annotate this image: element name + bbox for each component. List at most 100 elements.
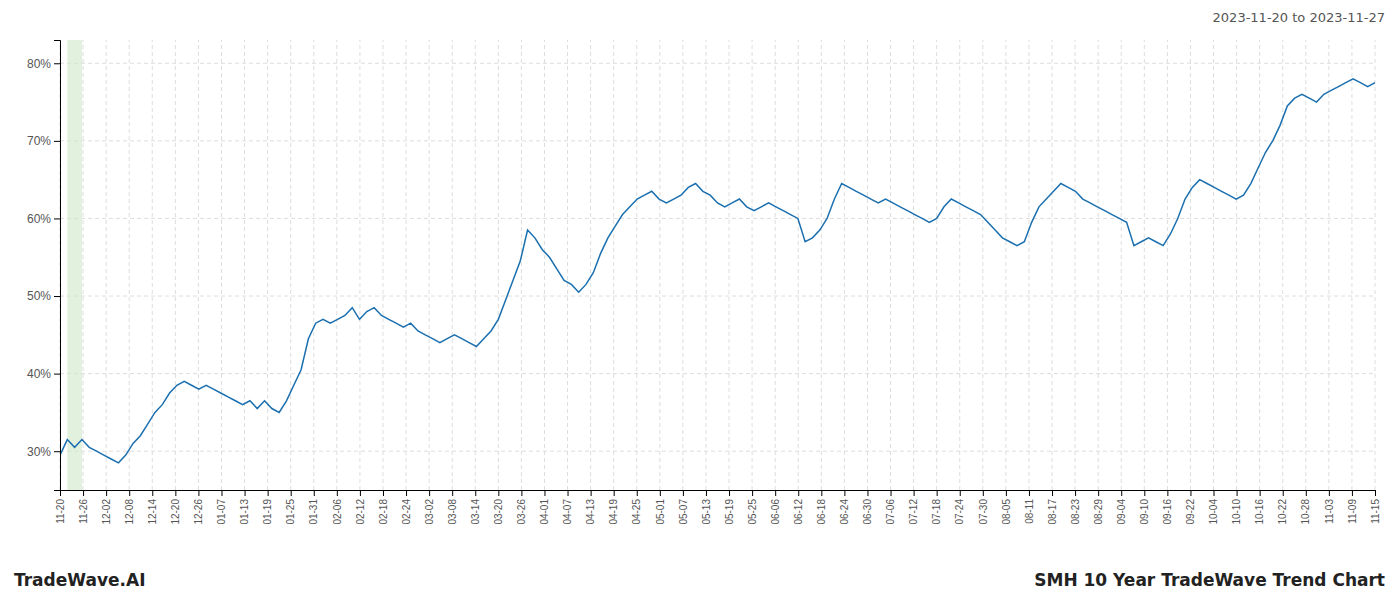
grid-line-x	[544, 40, 545, 490]
x-tick: 08-17	[1047, 490, 1058, 525]
grid	[60, 40, 1375, 490]
x-tick: 07-24	[954, 490, 965, 525]
x-tick: 09-10	[1139, 490, 1150, 525]
x-tick-mark	[129, 490, 130, 496]
grid-line-x	[590, 40, 591, 490]
x-tick-mark	[268, 490, 269, 496]
x-tick-label: 11-26	[78, 499, 89, 524]
x-tick: 04-07	[562, 490, 573, 525]
x-tick-mark	[752, 490, 753, 496]
y-tick: 50%	[27, 289, 60, 303]
grid-line-x	[1305, 40, 1306, 490]
x-tick-mark	[106, 490, 107, 496]
x-tick-label: 10-04	[1208, 499, 1219, 525]
x-tick-label: 04-01	[539, 499, 550, 525]
x-tick: 08-05	[1001, 490, 1012, 525]
grid-line-x	[636, 40, 637, 490]
x-tick-label: 05-13	[701, 499, 712, 525]
grid-line-y	[60, 296, 1375, 297]
x-tick-mark	[1375, 490, 1376, 496]
x-tick-mark	[568, 490, 569, 496]
x-tick: 07-06	[885, 490, 896, 525]
grid-line-x	[1259, 40, 1260, 490]
x-tick-mark	[198, 490, 199, 496]
x-tick-mark	[498, 490, 499, 496]
x-tick-label: 10-10	[1231, 499, 1242, 525]
grid-line-x	[221, 40, 222, 490]
x-tick-label: 08-05	[1001, 499, 1012, 525]
x-tick-label: 05-19	[724, 499, 735, 525]
x-tick-label: 06-18	[816, 499, 827, 525]
x-tick: 12-14	[147, 490, 158, 525]
x-tick-mark	[1237, 490, 1238, 496]
x-tick-mark	[960, 490, 961, 496]
x-tick-label: 04-25	[631, 499, 642, 525]
x-tick: 04-25	[631, 490, 642, 525]
y-tick: 80%	[27, 57, 60, 71]
x-tick-mark	[1075, 490, 1076, 496]
x-tick: 05-25	[747, 490, 758, 525]
x-tick-mark	[314, 490, 315, 496]
grid-line-x	[429, 40, 430, 490]
x-tick: 06-18	[816, 490, 827, 525]
x-tick-label: 02-12	[355, 499, 366, 525]
x-tick: 09-04	[1116, 490, 1127, 525]
x-tick-mark	[544, 490, 545, 496]
chart: 11-2011-2612-0212-0812-1412-2012-2601-07…	[0, 0, 1400, 600]
grid-line-x	[452, 40, 453, 490]
grid-line-x	[382, 40, 383, 490]
x-tick: 05-07	[678, 490, 689, 525]
x-tick: 04-19	[608, 490, 619, 525]
grid-line-x	[198, 40, 199, 490]
x-tick-label: 03-08	[447, 499, 458, 525]
x-tick-label: 06-06	[770, 499, 781, 525]
x-tick-mark	[1121, 490, 1122, 496]
x-tick: 03-14	[470, 490, 481, 525]
grid-line-x	[1052, 40, 1053, 490]
x-tick-label: 04-07	[562, 499, 573, 525]
title: SMH 10 Year TradeWave Trend Chart	[1034, 570, 1385, 590]
x-tick-mark	[867, 490, 868, 496]
x-tick-mark	[221, 490, 222, 496]
x-tick-mark	[406, 490, 407, 496]
x-tick-label: 01-19	[262, 499, 273, 525]
grid-line-x	[359, 40, 360, 490]
y-tick-mark	[54, 141, 60, 142]
x-tick-label: 12-26	[193, 499, 204, 525]
x-tick-mark	[591, 490, 592, 496]
x-tick-mark	[1052, 490, 1053, 496]
x-tick-label: 03-02	[424, 499, 435, 525]
x-tick-label: 07-12	[908, 499, 919, 525]
y-tick-mark	[54, 374, 60, 375]
x-tick-mark	[706, 490, 707, 496]
x-tick-mark	[245, 490, 246, 496]
x-tick-mark	[475, 490, 476, 496]
grid-line-x	[498, 40, 499, 490]
x-tick-mark	[775, 490, 776, 496]
x-axis: 11-2011-2612-0212-0812-1412-2012-2601-07…	[55, 490, 1381, 525]
x-tick: 11-09	[1347, 490, 1358, 524]
grid-line-x	[152, 40, 153, 490]
x-tick: 11-20	[55, 490, 66, 524]
x-tick-mark	[891, 490, 892, 496]
grid-line-x	[1005, 40, 1006, 490]
grid-line-x	[659, 40, 660, 490]
x-tick: 03-20	[493, 490, 504, 525]
x-tick-label: 06-12	[793, 499, 804, 525]
x-tick: 12-20	[170, 490, 181, 525]
x-tick: 10-16	[1254, 490, 1265, 525]
x-tick-mark	[1352, 490, 1353, 496]
y-tick-mark	[54, 63, 60, 64]
grid-line-x	[959, 40, 960, 490]
x-tick: 01-13	[239, 490, 250, 525]
x-tick: 01-25	[285, 490, 296, 525]
subtitle: 2023-11-20 to 2023-11-27	[1213, 10, 1385, 25]
x-tick-label: 09-16	[1162, 499, 1173, 525]
x-tick: 01-31	[308, 490, 319, 525]
grid-line-x	[336, 40, 337, 490]
y-tick-mark	[54, 296, 60, 297]
grid-line-x	[867, 40, 868, 490]
x-tick-mark	[844, 490, 845, 496]
x-tick-label: 10-16	[1254, 499, 1265, 525]
x-tick: 04-01	[539, 490, 550, 525]
